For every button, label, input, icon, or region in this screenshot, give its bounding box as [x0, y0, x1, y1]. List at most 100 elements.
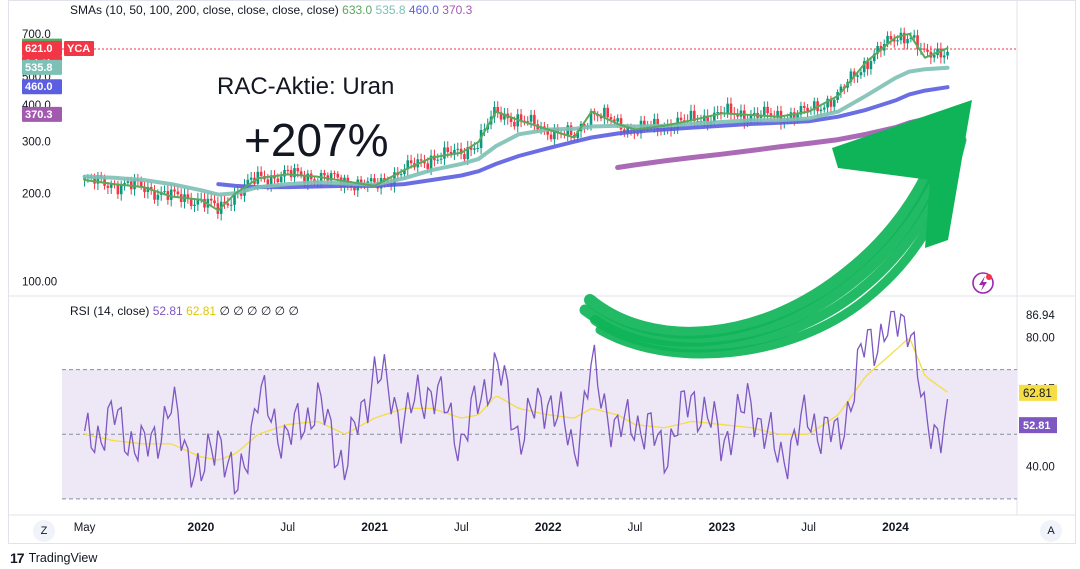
candle-body [526, 121, 530, 123]
candle-body [493, 107, 496, 117]
candle-body [822, 107, 826, 110]
rsi-legend-value: ∅ [219, 304, 233, 318]
sma-line-sma-50[interactable] [82, 65, 950, 197]
rsi-legend[interactable]: RSI (14, close) 52.81 62.81 ∅ ∅ ∅ ∅ ∅ ∅ [70, 304, 299, 318]
rsi-badge: 52.81 [1023, 420, 1051, 432]
sma-legend-line: SMAs (10, 50, 100, 200, close, close, cl… [70, 3, 473, 17]
candle-body [239, 192, 243, 196]
candle-body [616, 118, 619, 122]
candle-body [736, 114, 739, 117]
candle-body [503, 113, 506, 120]
candle-body [403, 169, 406, 175]
time-axis[interactable]: May 2020 Jul 2021 Jul 2022 Jul 2023 Jul 2024 [74, 520, 909, 534]
rsi-legend-value: ∅ [275, 304, 289, 318]
candle-body [683, 120, 686, 122]
candle-body [426, 163, 430, 169]
candle-body [862, 61, 866, 73]
sma-lines[interactable] [82, 32, 950, 212]
candle-body [806, 107, 809, 112]
sma100-badge-box [22, 79, 62, 95]
time-tick-label: 2022 [535, 520, 562, 534]
indicator-legend[interactable]: SMAs (10, 50, 100, 200, close, close, cl… [70, 3, 473, 17]
arrow-stroke [584, 114, 956, 339]
sma-line-sma-10[interactable] [83, 32, 949, 212]
candle-body [499, 112, 503, 120]
candle-body [916, 35, 919, 50]
rsi-tick-label: 40.00 [1026, 462, 1055, 474]
candle-body [439, 158, 443, 160]
sma50-badge-box [22, 59, 62, 75]
candle-body [852, 71, 856, 77]
candle-body [576, 131, 579, 138]
candle-body [436, 159, 440, 161]
candle-body [163, 191, 166, 193]
rsi-legend-value: 52.81 [153, 304, 186, 318]
candle-body [109, 184, 113, 188]
candle-body [189, 198, 193, 206]
candle-body [769, 113, 773, 116]
candle-body [619, 118, 623, 130]
candle-body [759, 115, 763, 118]
candle-body [766, 106, 769, 114]
timezone-button[interactable]: Z [33, 520, 55, 542]
lightning-badge[interactable] [972, 272, 994, 294]
rsi-legend-value: ∅ [288, 304, 298, 318]
time-tick-label: Jul [454, 522, 469, 534]
candle-body [93, 176, 96, 184]
annotation-title: RAC-Aktie: Uran [217, 73, 394, 100]
time-tick-label: Jul [628, 522, 643, 534]
ticker-badge: YCA [67, 43, 90, 55]
sma-line-sma-100[interactable] [216, 85, 950, 190]
candle-body [879, 46, 883, 51]
time-tick-label: Jul [280, 522, 295, 534]
rsi-legend-value: ∅ [247, 304, 261, 318]
candle-body [126, 181, 130, 183]
candle-body [323, 172, 326, 176]
candle-body [726, 103, 729, 114]
candle-body [636, 133, 639, 135]
candle-body [776, 110, 779, 118]
time-tick-label: Jul [801, 522, 816, 534]
candle-body [336, 173, 340, 178]
sma50-badge: 535.8 [25, 62, 53, 74]
candle-body [706, 115, 709, 125]
candle-body [812, 101, 816, 111]
candle-body [519, 114, 523, 121]
candle-body [119, 184, 123, 195]
rsi-legend-value: ∅ [261, 304, 275, 318]
candle-body [912, 35, 916, 38]
candle-body [606, 107, 609, 118]
candle-body [599, 116, 603, 119]
arrow-head [832, 100, 972, 248]
rsi-pane[interactable] [62, 310, 1017, 500]
rsi-ma-line[interactable] [84, 338, 948, 461]
candle-body [169, 189, 173, 200]
rsi-badges: 62.81 52.81 [1019, 384, 1057, 434]
candle-body [176, 191, 180, 195]
rsi-line[interactable] [83, 310, 949, 496]
auto-scale-button[interactable]: A [1040, 520, 1062, 542]
candle-body [469, 147, 473, 150]
candle-body [693, 110, 696, 122]
candle-body [463, 154, 466, 160]
sma-legend-value: 535.8 [376, 3, 409, 17]
candle-body [613, 119, 616, 122]
candle-body [603, 107, 606, 119]
candle-body [716, 112, 719, 114]
candle-body [106, 185, 110, 188]
candle-body [173, 189, 176, 192]
candle-body [802, 106, 806, 108]
candle-body [939, 48, 943, 58]
candle-body [226, 203, 230, 206]
candle-body [689, 110, 693, 121]
rsi-legend-value: 62.81 [186, 304, 219, 318]
candle-body [946, 51, 949, 56]
candle-body [942, 55, 946, 58]
notification-dot [986, 274, 992, 280]
candle-body [589, 111, 593, 126]
candle-body [839, 86, 843, 93]
candle-body [216, 203, 220, 214]
candle-body [906, 38, 909, 44]
